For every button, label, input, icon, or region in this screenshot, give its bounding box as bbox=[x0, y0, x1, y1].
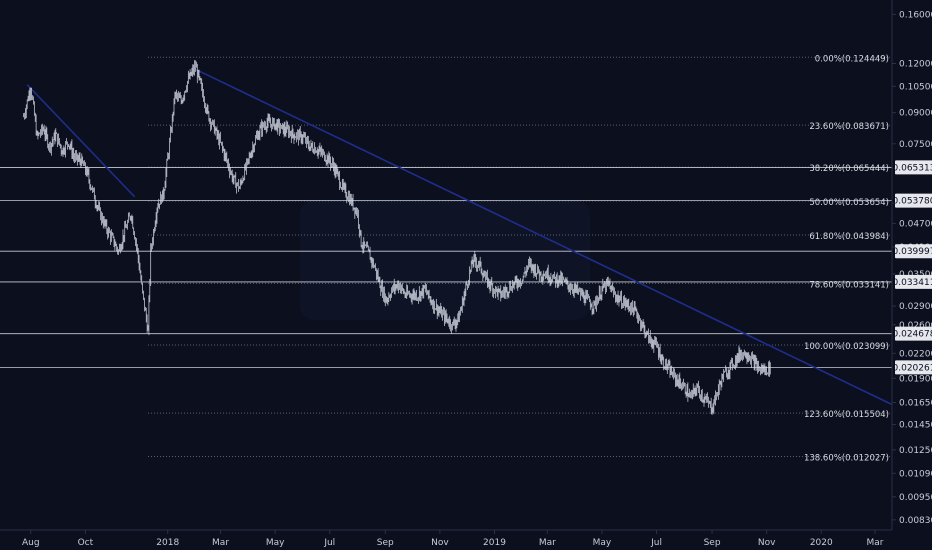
time-tick-label: Sep bbox=[377, 538, 394, 548]
price-tick-label: 0.016500 bbox=[899, 398, 932, 408]
fib-level-label: 38.20%(0.065444) bbox=[809, 164, 889, 174]
price-badge bbox=[895, 360, 932, 375]
price-tick-label: 0.019000 bbox=[899, 374, 932, 384]
price-tick-label: 0.047000 bbox=[899, 220, 932, 230]
price-badge bbox=[895, 326, 932, 341]
trendline[interactable] bbox=[195, 68, 893, 406]
candlestick-series bbox=[23, 60, 771, 415]
trendline[interactable] bbox=[26, 84, 136, 198]
price-badges: 0.065313 0.053780 0.039997 0.033411 0.024678… bbox=[893, 160, 932, 375]
fib-level-label: 50.00%(0.053654) bbox=[809, 198, 889, 208]
time-tick-label: Nov bbox=[431, 538, 449, 548]
time-tick-label: May bbox=[593, 538, 612, 548]
price-badge-label: 0.065313 bbox=[893, 163, 932, 173]
price-tick-label: 0.014500 bbox=[899, 421, 932, 431]
price-tick-label: 0.008300 bbox=[899, 516, 932, 526]
time-tick-label: May bbox=[266, 538, 285, 548]
time-tick-label: Oct bbox=[78, 538, 94, 548]
price-badge-label: 0.053780 bbox=[893, 197, 932, 207]
time-tick-label: Jul bbox=[650, 538, 662, 548]
price-tick-label: 0.160000 bbox=[899, 10, 932, 20]
price-tick-label: 0.120000 bbox=[899, 60, 932, 70]
fib-level-label: 123.60%(0.015504) bbox=[804, 410, 889, 420]
price-tick-label: 0.090000 bbox=[899, 109, 932, 119]
time-tick-label: Nov bbox=[758, 538, 776, 548]
price-badge-label: 0.033411 bbox=[893, 278, 932, 288]
fib-level-label: 23.60%(0.083671) bbox=[809, 122, 889, 132]
fib-level-label: 138.60%(0.012027) bbox=[804, 453, 889, 463]
price-tick-label: 0.012500 bbox=[899, 446, 932, 456]
trendlines[interactable] bbox=[26, 68, 893, 406]
time-tick-label: 2019 bbox=[483, 538, 506, 548]
time-tick-label: 2018 bbox=[156, 538, 179, 548]
time-tick-label: Mar bbox=[212, 538, 229, 548]
time-tick-label: Mar bbox=[866, 538, 883, 548]
price-badge-label: 0.039997 bbox=[893, 247, 932, 257]
price-badge bbox=[895, 244, 932, 259]
fib-level-label: 0.00%(0.124449) bbox=[815, 54, 889, 64]
price-tick-label: 0.105000 bbox=[899, 82, 932, 92]
price-tick-label: 0.026000 bbox=[899, 321, 932, 331]
time-axis[interactable]: Aug Oct 2018 Mar May Jul Sep Nov 2019 Mar May Jul Se… bbox=[22, 530, 884, 548]
price-badge bbox=[895, 274, 932, 289]
price-tick-label: 0.009500 bbox=[899, 493, 932, 503]
price-badge-label: 0.020261 bbox=[893, 363, 932, 373]
time-tick-label: 2020 bbox=[810, 538, 833, 548]
time-tick-label: Sep bbox=[704, 538, 721, 548]
time-tick-label: Mar bbox=[539, 538, 556, 548]
price-badge-label: 0.024678 bbox=[893, 330, 932, 340]
price-tick-label: 0.010900 bbox=[899, 469, 932, 479]
time-tick-label: Jul bbox=[323, 538, 335, 548]
fib-level-label: 78.60%(0.033141) bbox=[809, 280, 889, 290]
price-tick-label: 0.029000 bbox=[899, 302, 932, 312]
fib-level-label: 61.80%(0.043984) bbox=[809, 232, 889, 242]
time-tick-label: Aug bbox=[22, 538, 40, 548]
watermark-shape bbox=[300, 200, 590, 320]
fibonacci-labels: 0.00%(0.124449) 23.60%(0.083671) 38.20%(0.… bbox=[804, 54, 889, 463]
price-badge bbox=[895, 193, 932, 208]
fib-level-label: 100.00%(0.023099) bbox=[804, 342, 889, 352]
price-badge bbox=[895, 160, 932, 175]
price-tick-label: 0.022000 bbox=[899, 349, 932, 359]
price-tick-label: 0.075000 bbox=[899, 140, 932, 150]
watermark bbox=[300, 200, 590, 320]
